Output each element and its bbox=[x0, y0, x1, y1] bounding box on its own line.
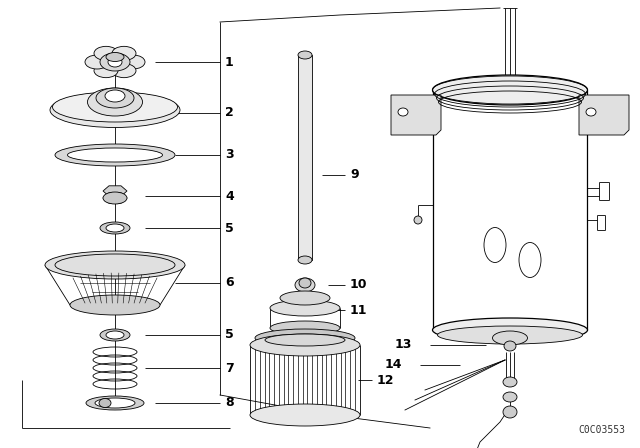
Ellipse shape bbox=[298, 256, 312, 264]
Ellipse shape bbox=[295, 278, 315, 292]
Polygon shape bbox=[391, 95, 441, 135]
Text: 4: 4 bbox=[225, 190, 234, 202]
Ellipse shape bbox=[50, 92, 180, 128]
Ellipse shape bbox=[265, 334, 345, 346]
Text: 13: 13 bbox=[395, 339, 412, 352]
Ellipse shape bbox=[86, 396, 144, 410]
Ellipse shape bbox=[112, 46, 136, 60]
Ellipse shape bbox=[100, 329, 130, 341]
Ellipse shape bbox=[45, 251, 185, 279]
Ellipse shape bbox=[85, 55, 109, 69]
Polygon shape bbox=[103, 186, 127, 196]
Text: 11: 11 bbox=[350, 303, 367, 316]
Ellipse shape bbox=[99, 399, 111, 408]
Text: 1: 1 bbox=[225, 56, 234, 69]
Ellipse shape bbox=[100, 53, 130, 71]
Polygon shape bbox=[103, 193, 127, 203]
Text: 5: 5 bbox=[225, 221, 234, 234]
Ellipse shape bbox=[299, 278, 311, 288]
Ellipse shape bbox=[95, 398, 135, 408]
Ellipse shape bbox=[484, 228, 506, 263]
Ellipse shape bbox=[112, 64, 136, 78]
Text: 12: 12 bbox=[377, 374, 394, 387]
Ellipse shape bbox=[108, 57, 122, 67]
Ellipse shape bbox=[493, 331, 527, 345]
Ellipse shape bbox=[70, 295, 160, 315]
Ellipse shape bbox=[433, 318, 588, 342]
Text: C0C03553: C0C03553 bbox=[578, 425, 625, 435]
Ellipse shape bbox=[438, 326, 582, 344]
Text: 7: 7 bbox=[225, 362, 234, 375]
Ellipse shape bbox=[103, 192, 127, 204]
Ellipse shape bbox=[250, 334, 360, 356]
Ellipse shape bbox=[503, 392, 517, 402]
Ellipse shape bbox=[519, 242, 541, 277]
Text: 9: 9 bbox=[350, 168, 358, 181]
Ellipse shape bbox=[503, 406, 517, 418]
Ellipse shape bbox=[106, 52, 124, 61]
Ellipse shape bbox=[106, 224, 124, 232]
Ellipse shape bbox=[414, 216, 422, 224]
Ellipse shape bbox=[121, 55, 145, 69]
Text: 6: 6 bbox=[225, 276, 234, 289]
Text: 14: 14 bbox=[385, 358, 403, 371]
Ellipse shape bbox=[586, 108, 596, 116]
Ellipse shape bbox=[106, 331, 124, 339]
Ellipse shape bbox=[255, 329, 355, 347]
Ellipse shape bbox=[270, 300, 340, 316]
Ellipse shape bbox=[52, 92, 177, 122]
Ellipse shape bbox=[67, 148, 163, 162]
Ellipse shape bbox=[96, 88, 134, 108]
Ellipse shape bbox=[503, 377, 517, 387]
Ellipse shape bbox=[504, 341, 516, 351]
Ellipse shape bbox=[88, 88, 143, 116]
Ellipse shape bbox=[280, 291, 330, 305]
Text: 5: 5 bbox=[225, 328, 234, 341]
Text: 8: 8 bbox=[225, 396, 234, 409]
Ellipse shape bbox=[270, 321, 340, 335]
Ellipse shape bbox=[298, 51, 312, 59]
Ellipse shape bbox=[250, 404, 360, 426]
Ellipse shape bbox=[55, 144, 175, 166]
Ellipse shape bbox=[94, 46, 118, 60]
Ellipse shape bbox=[398, 108, 408, 116]
Ellipse shape bbox=[100, 222, 130, 234]
Ellipse shape bbox=[105, 90, 125, 102]
Bar bbox=[298, 55, 312, 260]
Ellipse shape bbox=[433, 75, 588, 105]
Text: 3: 3 bbox=[225, 148, 234, 161]
Text: 2: 2 bbox=[225, 107, 234, 120]
Ellipse shape bbox=[94, 64, 118, 78]
Polygon shape bbox=[579, 95, 629, 135]
Text: 10: 10 bbox=[350, 279, 367, 292]
